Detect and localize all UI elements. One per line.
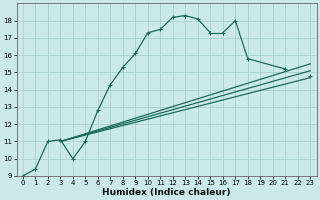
X-axis label: Humidex (Indice chaleur): Humidex (Indice chaleur) bbox=[102, 188, 231, 197]
